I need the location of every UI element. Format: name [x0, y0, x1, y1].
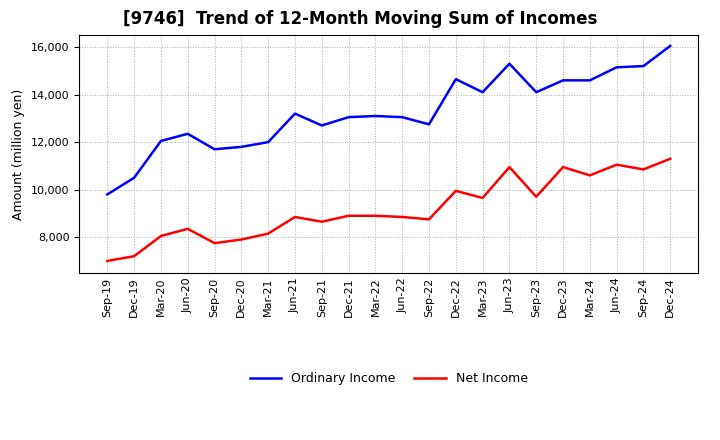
- Net Income: [425, 216, 433, 222]
- Net Income: [559, 165, 567, 170]
- Net Income: [398, 214, 407, 220]
- Ordinary Income: [157, 138, 166, 143]
- Ordinary Income: [612, 65, 621, 70]
- Net Income: [505, 165, 514, 170]
- Net Income: [612, 162, 621, 167]
- Net Income: [451, 188, 460, 194]
- Y-axis label: Amount (million yen): Amount (million yen): [12, 88, 25, 220]
- Net Income: [264, 231, 272, 236]
- Net Income: [237, 237, 246, 242]
- Net Income: [184, 226, 192, 231]
- Net Income: [532, 194, 541, 199]
- Ordinary Income: [505, 61, 514, 66]
- Ordinary Income: [559, 78, 567, 83]
- Line: Net Income: Net Income: [107, 159, 670, 261]
- Net Income: [585, 173, 594, 178]
- Ordinary Income: [318, 123, 326, 128]
- Ordinary Income: [103, 192, 112, 197]
- Ordinary Income: [371, 114, 379, 119]
- Ordinary Income: [237, 144, 246, 150]
- Ordinary Income: [344, 114, 353, 120]
- Ordinary Income: [425, 121, 433, 127]
- Ordinary Income: [398, 114, 407, 120]
- Ordinary Income: [639, 63, 648, 69]
- Net Income: [344, 213, 353, 218]
- Net Income: [639, 167, 648, 172]
- Net Income: [103, 258, 112, 264]
- Net Income: [478, 195, 487, 201]
- Ordinary Income: [585, 78, 594, 83]
- Net Income: [157, 233, 166, 238]
- Net Income: [318, 219, 326, 224]
- Line: Ordinary Income: Ordinary Income: [107, 46, 670, 194]
- Ordinary Income: [184, 131, 192, 136]
- Net Income: [371, 213, 379, 218]
- Legend: Ordinary Income, Net Income: Ordinary Income, Net Income: [245, 367, 533, 390]
- Ordinary Income: [478, 90, 487, 95]
- Ordinary Income: [451, 77, 460, 82]
- Text: [9746]  Trend of 12-Month Moving Sum of Incomes: [9746] Trend of 12-Month Moving Sum of I…: [122, 10, 597, 28]
- Ordinary Income: [532, 90, 541, 95]
- Ordinary Income: [666, 43, 675, 48]
- Ordinary Income: [291, 111, 300, 116]
- Net Income: [210, 240, 219, 246]
- Net Income: [666, 156, 675, 161]
- Net Income: [130, 253, 138, 259]
- Ordinary Income: [130, 175, 138, 180]
- Ordinary Income: [264, 139, 272, 145]
- Ordinary Income: [210, 147, 219, 152]
- Net Income: [291, 214, 300, 220]
